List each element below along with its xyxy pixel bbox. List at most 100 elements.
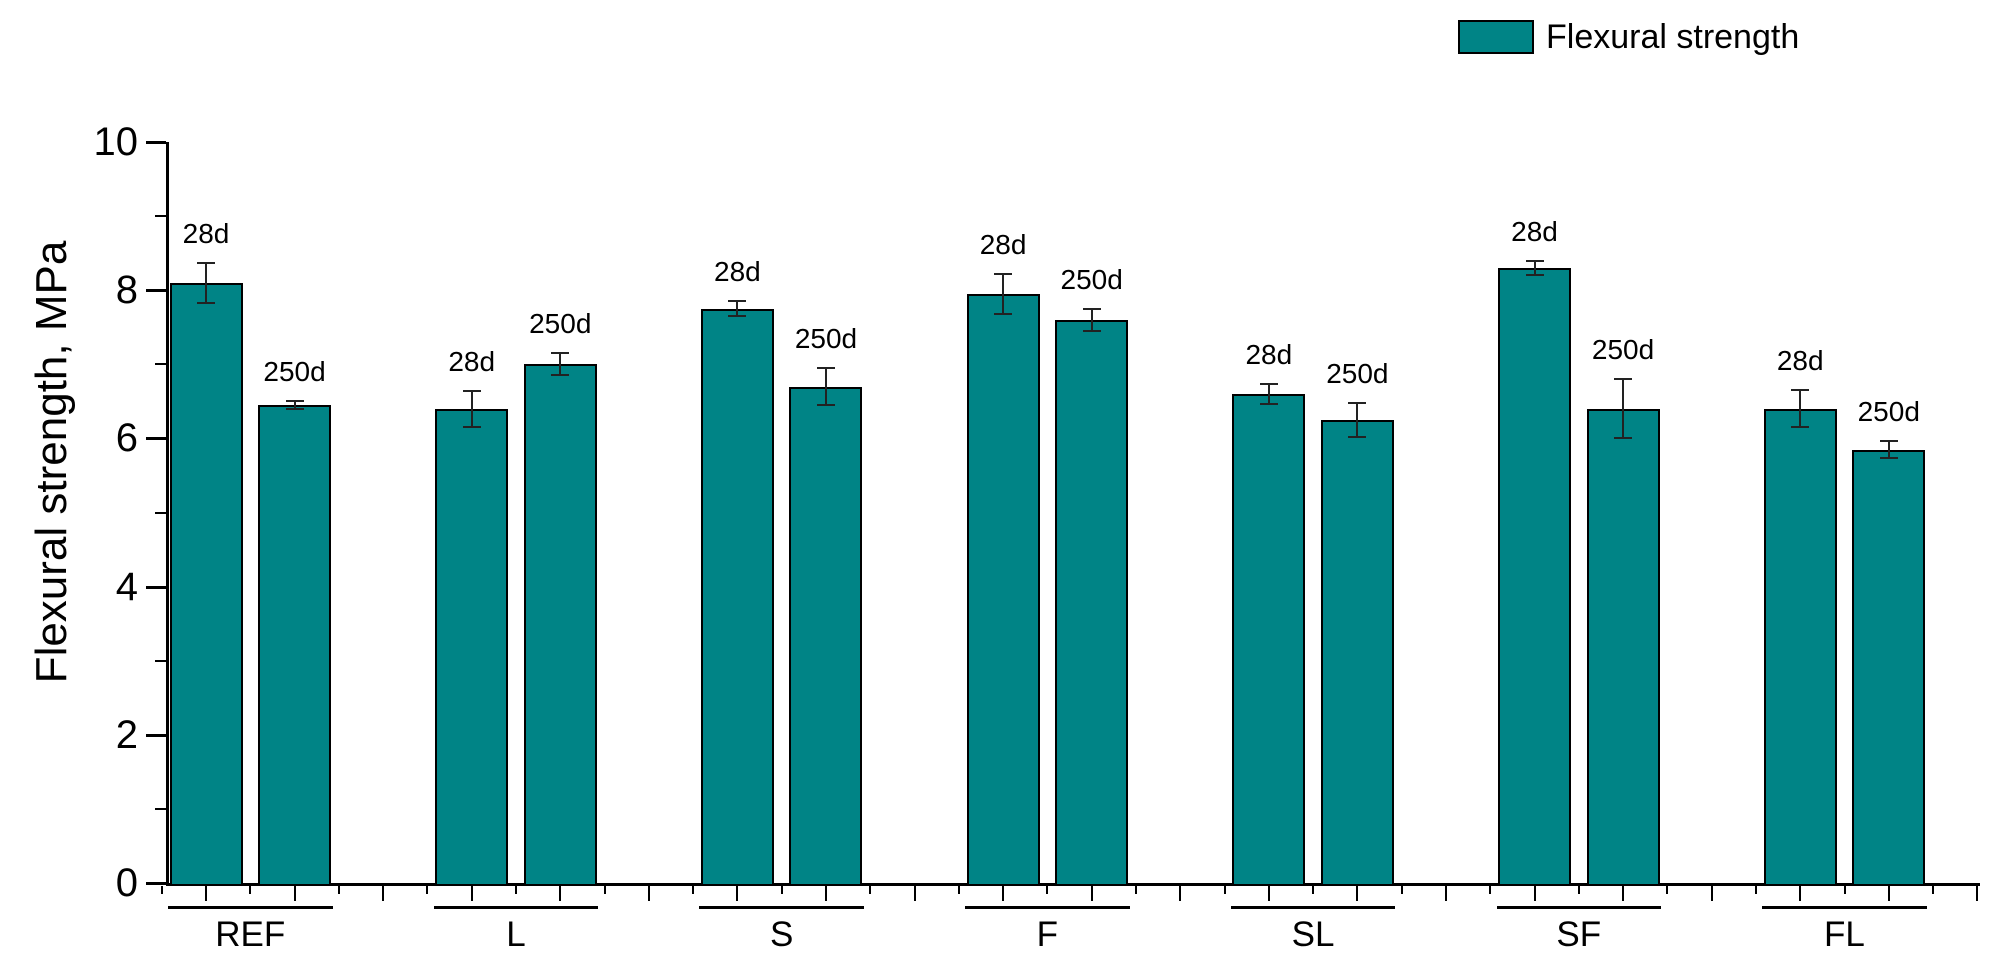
- error-bar-line: [559, 353, 562, 376]
- x-major-tick: [1356, 886, 1359, 901]
- error-bar-cap: [994, 312, 1013, 315]
- x-major-tick: [913, 886, 916, 901]
- x-minor-tick: [426, 886, 429, 894]
- x-category-label: L: [506, 915, 526, 954]
- x-major-tick: [1444, 886, 1447, 901]
- error-bar-line: [293, 401, 296, 409]
- x-major-tick: [1090, 886, 1093, 901]
- bar-age-label: 28d: [979, 228, 1027, 260]
- error-bar-line: [1622, 379, 1625, 439]
- y-minor-tick: [155, 659, 166, 662]
- error-bar-cap: [816, 404, 835, 407]
- error-bar-line: [824, 368, 827, 406]
- bar-age-label: 250d: [1060, 263, 1123, 295]
- error-bar-cap: [1259, 402, 1278, 405]
- x-minor-tick: [337, 886, 340, 894]
- error-bar-line: [736, 301, 739, 317]
- error-bar-cap: [1614, 378, 1633, 381]
- x-category-label: S: [769, 915, 794, 954]
- error-bar-line: [1356, 402, 1359, 437]
- y-major-tick: [146, 437, 166, 441]
- y-major-tick: [146, 585, 166, 589]
- y-minor-tick: [155, 215, 166, 218]
- x-major-tick: [824, 886, 827, 901]
- x-minor-tick: [1666, 886, 1669, 894]
- error-bar-cap: [1348, 435, 1367, 438]
- error-bar-cap: [197, 301, 215, 304]
- bar-age-label: 250d: [1591, 334, 1655, 366]
- bar: [169, 282, 243, 886]
- bar: [258, 405, 332, 886]
- x-category-label: F: [1036, 915, 1059, 954]
- x-minor-tick: [957, 886, 960, 894]
- legend: Flexural strength: [1458, 18, 1799, 56]
- group-underline: [1230, 906, 1396, 909]
- y-major-tick: [146, 733, 166, 737]
- error-bar-cap: [1259, 383, 1278, 386]
- x-minor-tick: [780, 886, 783, 894]
- bar: [789, 386, 863, 886]
- x-major-tick: [1710, 886, 1713, 901]
- bar: [435, 408, 509, 886]
- bar: [1320, 419, 1394, 886]
- x-major-tick: [470, 886, 473, 901]
- error-bar-cap: [1879, 439, 1898, 442]
- error-bar-line: [1533, 260, 1536, 276]
- y-tick-label: 0: [115, 861, 138, 905]
- error-bar-cap: [1082, 329, 1101, 332]
- group-underline: [433, 906, 599, 909]
- y-major-tick: [146, 289, 166, 293]
- x-minor-tick: [249, 886, 252, 894]
- bar-age-label: 28d: [714, 256, 761, 288]
- error-bar-line: [1267, 384, 1270, 404]
- x-major-tick: [1533, 886, 1536, 901]
- x-minor-tick: [1577, 886, 1580, 894]
- error-bar-line: [205, 262, 207, 303]
- x-category-label: SL: [1291, 915, 1335, 954]
- bar-age-label: 28d: [1245, 339, 1293, 371]
- error-bar-cap: [1082, 307, 1101, 310]
- y-major-tick: [146, 882, 166, 885]
- error-bar-cap: [728, 315, 747, 318]
- x-major-tick: [736, 886, 739, 901]
- error-bar-cap: [1525, 274, 1544, 277]
- x-minor-tick: [692, 886, 695, 894]
- error-bar-cap: [1879, 457, 1898, 460]
- y-minor-tick: [155, 511, 166, 514]
- error-bar-line: [1799, 390, 1802, 428]
- x-minor-tick: [869, 886, 872, 894]
- bar: [1763, 408, 1837, 886]
- y-tick-label: 4: [115, 564, 138, 609]
- x-minor-tick: [1223, 886, 1226, 894]
- error-bar-line: [1002, 273, 1005, 314]
- x-major-tick: [1622, 886, 1625, 901]
- x-minor-tick: [160, 886, 163, 894]
- bar: [1586, 408, 1660, 886]
- x-major-tick: [1267, 886, 1270, 901]
- error-bar-line: [1090, 308, 1093, 331]
- x-category-label: REF: [215, 915, 286, 954]
- bar: [523, 364, 597, 886]
- y-major-tick: [146, 141, 166, 144]
- bar: [700, 308, 774, 886]
- bar-age-label: 28d: [182, 217, 230, 249]
- bar: [1232, 393, 1306, 886]
- y-minor-tick: [155, 807, 166, 810]
- error-bar-cap: [1525, 259, 1544, 262]
- group-underline: [1762, 906, 1927, 909]
- x-major-tick: [559, 886, 562, 901]
- bar: [1055, 319, 1129, 886]
- x-major-tick: [382, 886, 385, 901]
- bar-age-label: 28d: [1511, 215, 1558, 247]
- bar-age-label: 28d: [448, 345, 496, 377]
- error-bar-cap: [462, 425, 481, 428]
- legend-swatch: [1458, 20, 1534, 54]
- bar-age-label: 250d: [794, 323, 858, 354]
- group-underline: [965, 906, 1130, 909]
- y-axis-line: [166, 142, 169, 886]
- error-bar-line: [1887, 440, 1890, 459]
- x-major-tick: [647, 886, 650, 901]
- error-bar-cap: [285, 407, 304, 410]
- legend-label: Flexural strength: [1546, 18, 1800, 56]
